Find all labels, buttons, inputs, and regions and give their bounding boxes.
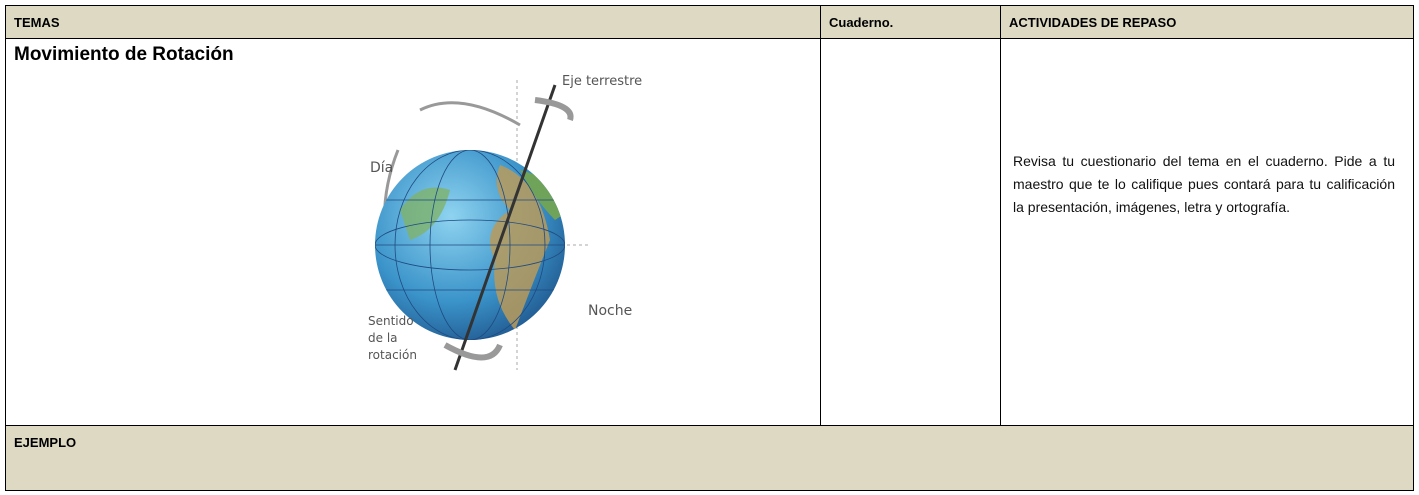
night-label: Noche <box>588 303 632 319</box>
header-cell: TEMAS <box>5 5 821 39</box>
rotation-label: de la <box>368 331 398 345</box>
day-label: Día <box>370 160 393 176</box>
activity-cell <box>1000 38 1414 426</box>
rotation-label: rotación <box>368 348 417 362</box>
activity-text: Revisa tu cuestionario del tema en el cu… <box>1013 153 1395 215</box>
rotation-label: Sentido <box>368 314 414 328</box>
header-cell: ACTIVIDADES DE REPASO <box>1000 5 1414 39</box>
footer-cell: EJEMPLO <box>5 425 1414 491</box>
topic-title: Movimiento de Rotación <box>14 44 234 65</box>
axis-label: Eje terrestre <box>562 74 642 89</box>
rotation-figure: Eje terrestre Día Noche Sentido de la ro… <box>368 74 642 371</box>
header-cell: Cuaderno. <box>820 5 1001 39</box>
notebook-cell <box>820 38 1001 426</box>
